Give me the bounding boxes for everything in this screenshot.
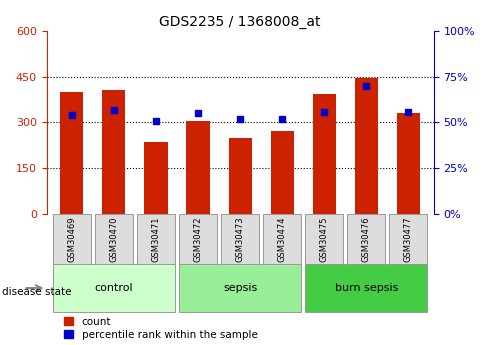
Bar (60, 92, 83, 214)
Text: GSM30470: GSM30470 (109, 216, 119, 262)
FancyBboxPatch shape (53, 264, 175, 312)
Text: GSM30475: GSM30475 (320, 216, 329, 262)
Bar (228, 138, 252, 214)
Text: control: control (95, 283, 133, 293)
FancyBboxPatch shape (137, 214, 175, 264)
Text: disease state: disease state (2, 287, 72, 297)
Bar (313, 93, 336, 214)
FancyBboxPatch shape (305, 214, 343, 264)
FancyBboxPatch shape (390, 214, 427, 264)
Legend: count, percentile rank within the sample: count, percentile rank within the sample (64, 317, 258, 340)
FancyBboxPatch shape (95, 214, 133, 264)
Bar (145, 142, 168, 214)
Text: GSM30471: GSM30471 (151, 216, 160, 262)
FancyBboxPatch shape (53, 214, 91, 264)
Text: GSM30477: GSM30477 (404, 216, 413, 262)
Text: GSM30472: GSM30472 (194, 216, 202, 262)
Text: sepsis: sepsis (223, 283, 257, 293)
FancyBboxPatch shape (347, 214, 385, 264)
FancyBboxPatch shape (221, 214, 259, 264)
Bar (270, 131, 294, 214)
Title: GDS2235 / 1368008_at: GDS2235 / 1368008_at (159, 14, 321, 29)
Bar (102, 90, 125, 214)
Bar (355, 78, 378, 214)
Text: GSM30469: GSM30469 (67, 216, 76, 262)
Text: GSM30474: GSM30474 (278, 216, 287, 262)
FancyBboxPatch shape (263, 214, 301, 264)
Bar (187, 121, 210, 214)
Text: GSM30473: GSM30473 (236, 216, 245, 262)
Text: burn sepsis: burn sepsis (335, 283, 398, 293)
FancyBboxPatch shape (179, 214, 217, 264)
Text: GSM30476: GSM30476 (362, 216, 371, 262)
FancyBboxPatch shape (179, 264, 301, 312)
FancyBboxPatch shape (305, 264, 427, 312)
Bar (397, 113, 420, 214)
